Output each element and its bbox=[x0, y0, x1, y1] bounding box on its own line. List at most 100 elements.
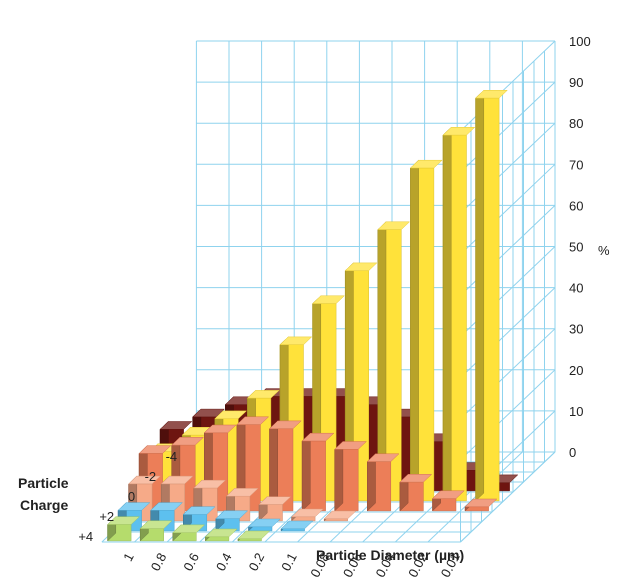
bar bbox=[268, 420, 302, 512]
x-tick-label: 0.4 bbox=[213, 550, 235, 573]
bar-top-face bbox=[236, 416, 270, 425]
bar-top-face bbox=[150, 502, 184, 511]
bar-front-face bbox=[323, 518, 348, 522]
bar bbox=[280, 520, 314, 532]
bar bbox=[377, 221, 411, 502]
bar-side-face bbox=[367, 453, 376, 512]
bar-top-face bbox=[431, 490, 465, 499]
bar bbox=[399, 473, 433, 512]
gridline bbox=[460, 205, 556, 296]
bar-top-face bbox=[193, 479, 227, 489]
bar-top-face bbox=[301, 432, 335, 442]
bar-top-face bbox=[204, 528, 238, 538]
bar bbox=[323, 510, 357, 522]
bar-top-face bbox=[280, 520, 314, 530]
bar-top-face bbox=[377, 221, 411, 230]
bar-top-face bbox=[160, 475, 194, 485]
bar-side-face bbox=[475, 89, 485, 502]
gridline bbox=[460, 163, 556, 255]
y-tick-label: -4 bbox=[166, 449, 178, 464]
bar-top-face bbox=[203, 424, 237, 434]
bar-top-face bbox=[172, 524, 206, 533]
bar-top-face bbox=[225, 488, 259, 497]
bars bbox=[106, 89, 519, 542]
bar bbox=[139, 520, 173, 542]
bar bbox=[474, 89, 508, 502]
bar bbox=[247, 518, 281, 532]
z-tick-label: 90 bbox=[569, 75, 583, 90]
bar-top-face bbox=[442, 127, 476, 136]
z-tick-label: 20 bbox=[569, 363, 583, 378]
bar bbox=[204, 528, 238, 542]
bar bbox=[290, 508, 324, 522]
gridline bbox=[460, 122, 556, 214]
x-tick-label: 0.8 bbox=[148, 550, 170, 573]
bar-top-face bbox=[464, 498, 498, 508]
bar-top-face bbox=[344, 262, 378, 271]
gridline bbox=[460, 40, 556, 132]
y-tick-label: -2 bbox=[145, 469, 157, 484]
bar-top-face bbox=[214, 410, 248, 419]
x-tick-label: 0.2 bbox=[246, 550, 268, 573]
gridline bbox=[427, 451, 523, 543]
bar bbox=[301, 432, 335, 512]
bar-top-face bbox=[474, 90, 508, 99]
bar-top-face bbox=[138, 445, 172, 454]
bar-front-face bbox=[280, 528, 305, 532]
bar-front-face bbox=[237, 538, 262, 542]
gridline bbox=[460, 287, 556, 378]
z-tick-label: 70 bbox=[569, 157, 583, 172]
bar bbox=[366, 453, 400, 512]
x-tick-label: 0.1 bbox=[278, 550, 300, 573]
bar bbox=[334, 440, 368, 512]
bar-top-face bbox=[258, 496, 292, 505]
bar bbox=[215, 510, 249, 532]
bar-top-face bbox=[106, 516, 140, 525]
bar-top-face bbox=[334, 441, 368, 450]
z-tick-label: 30 bbox=[569, 322, 583, 337]
bar bbox=[172, 524, 206, 542]
gridline bbox=[460, 328, 556, 420]
bar bbox=[258, 496, 292, 522]
z-tick-label: 100 bbox=[569, 34, 591, 49]
bar-top-face bbox=[127, 475, 161, 485]
z-tick-label: 10 bbox=[569, 404, 583, 419]
bar bbox=[431, 490, 465, 512]
bar-top-face bbox=[139, 520, 173, 529]
y-axis-title-line-1: Particle bbox=[18, 475, 69, 491]
bar-top-face bbox=[182, 506, 216, 515]
bar-top-face bbox=[159, 421, 193, 430]
bar-top-face bbox=[279, 336, 313, 345]
z-tick-label: 0 bbox=[569, 445, 576, 460]
bar-top-face bbox=[268, 420, 302, 429]
bar-top-face bbox=[246, 390, 280, 399]
x-tick-label: 1 bbox=[120, 550, 137, 563]
gridline bbox=[460, 451, 556, 543]
z-tick-label: 60 bbox=[569, 198, 583, 213]
bar-side-face bbox=[442, 126, 452, 502]
bar bbox=[106, 516, 140, 542]
bar-top-face bbox=[323, 510, 357, 520]
bar-top-face bbox=[237, 530, 271, 540]
bar-top-face bbox=[311, 295, 345, 304]
bar-top-face bbox=[171, 437, 205, 446]
x-tick-label: 0.6 bbox=[180, 550, 202, 573]
bar-top-face bbox=[192, 408, 226, 418]
z-tick-label: 40 bbox=[569, 281, 583, 296]
bar-top-face bbox=[247, 518, 281, 528]
y-tick-label: 0 bbox=[128, 489, 135, 504]
bar-top-face bbox=[366, 453, 400, 462]
bar-side-face bbox=[334, 440, 344, 512]
bar bbox=[464, 498, 498, 512]
y-tick-label: +4 bbox=[78, 529, 93, 544]
bar-side-face bbox=[301, 432, 311, 512]
bar-top-face bbox=[117, 502, 151, 511]
y-axis-title-line-2: Charge bbox=[20, 497, 68, 513]
bar-top-face bbox=[399, 474, 433, 483]
bar-top-face bbox=[409, 159, 443, 169]
bar-side-face bbox=[410, 159, 419, 502]
x-axis-title: Particle Diameter (µm) bbox=[316, 547, 464, 563]
bar-top-face bbox=[215, 510, 249, 519]
